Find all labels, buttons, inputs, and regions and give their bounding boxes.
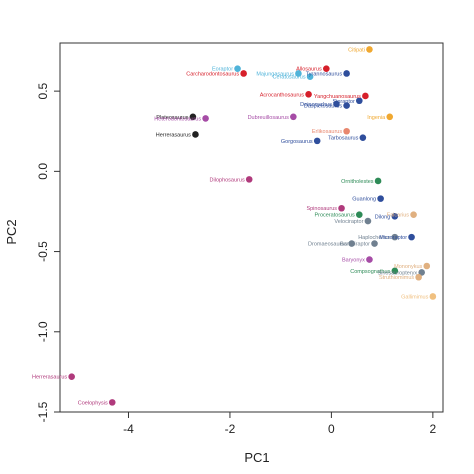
y-tick-label: 0.0 [36,163,50,180]
scatter-point [359,134,367,141]
point-label: Mononykus [394,264,422,270]
scatter-point [313,137,321,145]
x-tick-label: -2 [225,422,236,436]
points-layer [68,46,437,406]
x-tick-label: 2 [430,422,437,436]
scatter-point [343,127,350,135]
scatter-point [189,113,197,121]
scatter-point [377,195,384,202]
plot-frame [59,42,444,413]
point-labels-layer: Coelophysis Herrerasaurus Dilophosaurus Pla… [32,47,429,406]
point-label: Gallimimus [401,294,428,300]
scatter-point [290,113,297,121]
scatter-point [245,176,253,183]
scatter-point [202,115,209,122]
scatter-point [391,212,399,220]
scatter-point [408,233,415,241]
point-label: Proceratosaurus [314,213,355,219]
point-label: Baryonyx [342,258,365,264]
point-label: Microraptor [379,235,407,241]
x-axis-title: PC1 [244,450,269,465]
scatter-point [108,399,116,406]
point-label: Haplocheirus [358,235,390,241]
point-label: Deinonychus [300,102,332,108]
point-label: Ingenia [367,115,386,121]
y-tick-label: -0.5 [36,241,50,262]
axes-layer: -4 -2 0 2 -1.5 -1.0 -0.5 0.0 0.5 [36,42,444,436]
point-label: Citipati [348,47,365,53]
point-label: Herrerasaurus [32,375,67,381]
point-label: Bambiraptor [340,242,370,248]
point-label: Sinraptor [332,99,354,105]
scatter-point [391,233,399,241]
scatter-point [306,73,314,80]
point-label: Guanlong [352,197,376,203]
point-label: Compsognathus [350,269,390,275]
point-label: Herrerasaurus [156,132,191,138]
scatter-point [364,217,372,225]
point-label: Tyrannosaurus [306,71,343,77]
y-tick-label: -1.0 [36,321,50,342]
y-tick-label: 0.5 [36,82,50,99]
point-label: Sinosauropteryx [377,270,417,276]
x-tick-label: 0 [328,422,335,436]
scatter-point [68,373,75,381]
point-label: Acrocanthosaurus [260,92,305,98]
scatter-point [418,269,425,276]
scatter-point [371,240,378,247]
scatter-point [343,102,350,109]
scatter-point [338,204,345,212]
point-label: Dilong [375,214,391,220]
point-label: Yangchuanosaurus [314,94,361,100]
scatter-point [429,293,437,300]
point-label: Dubreuillosaurus [248,115,290,121]
point-label: Carcharodontosaurus [186,71,239,77]
scatter-point [415,273,422,281]
scatter-point [295,70,302,77]
point-label: Tarbosaurus [328,136,359,142]
point-label: Erlikosaurus [312,129,343,135]
scatter-point [355,211,363,218]
point-label: Plateosaurus [156,115,188,121]
scatter-point [410,211,417,218]
point-label: Daspletosaurus [304,104,342,110]
point-label: Gorgosaurus [281,139,313,145]
scatter-point [362,92,369,100]
scatter-point [391,267,399,275]
scatter-point [323,65,330,72]
point-label: Spinosaurus [306,206,337,212]
point-label: Ceratosaurus [273,75,306,81]
scatter-point [305,91,312,98]
point-label: Majungasaurus [256,71,294,77]
point-label: Struthiomimus [379,275,414,281]
scatter-point [366,46,373,53]
scatter-point [348,240,355,247]
point-label: Dilophosaurus [210,177,245,183]
point-label: Falcarius [387,213,410,219]
scatter-point [423,262,431,270]
scatter-point [234,65,241,72]
x-tick-label: -4 [123,422,134,436]
point-label: Eoraptor [212,67,233,73]
scatter-point [192,131,199,138]
point-label: Velociraptor [334,219,363,225]
point-label: Allosaurus [296,67,322,73]
scatter-point [366,256,373,263]
point-label: Heterodontosaurus [154,116,201,122]
scatter-point [374,177,382,185]
scatter-point [386,113,394,121]
point-label: Dromaeosaurus [308,242,347,248]
scatter-point [355,97,363,105]
scatter-point [333,100,340,108]
point-label: Ornitholestes [341,179,374,185]
y-tick-label: -1.5 [36,401,50,422]
y-axis-title: PC2 [4,219,19,244]
scatter-point [240,70,247,77]
point-label: Coelophysis [78,400,108,406]
scatter-point [343,70,350,77]
